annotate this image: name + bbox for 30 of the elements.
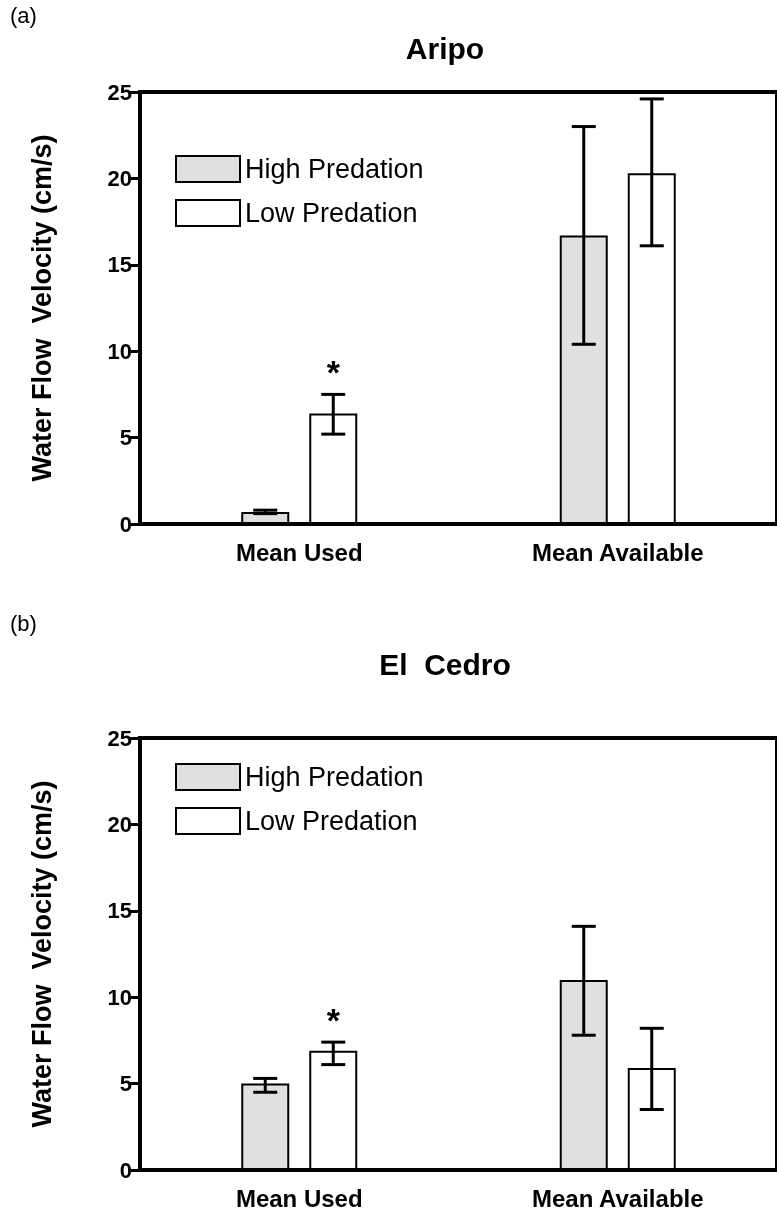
legend-label: High Predation bbox=[245, 154, 424, 184]
y-tick-label: 10 bbox=[107, 338, 132, 364]
x-tick-label: Mean Used bbox=[235, 1184, 363, 1212]
legend-label: Low Predation bbox=[245, 198, 418, 228]
x-tick-label: Mean Available bbox=[531, 1184, 704, 1212]
y-tick-label: 15 bbox=[107, 898, 132, 924]
data-label: * bbox=[326, 353, 341, 392]
legend-label: Low Predation bbox=[245, 806, 418, 836]
y-axis-title: Water Flow Velocity (cm/s) bbox=[26, 134, 57, 482]
y-tick-label: 10 bbox=[107, 984, 132, 1010]
bar bbox=[241, 1083, 290, 1170]
y-tick-label: 0 bbox=[119, 1157, 132, 1183]
y-tick-label: 15 bbox=[107, 252, 132, 278]
y-tick-label: 25 bbox=[107, 79, 132, 105]
chart-title: El Cedro bbox=[379, 647, 511, 681]
y-tick-label: 5 bbox=[119, 1071, 132, 1097]
y-tick-label: 0 bbox=[119, 511, 132, 537]
y-axis-title: Water Flow Velocity (cm/s) bbox=[26, 780, 57, 1128]
legend-label: High Predation bbox=[245, 762, 424, 792]
y-tick-label: 20 bbox=[107, 811, 132, 837]
y-tick-label: 20 bbox=[107, 165, 132, 191]
text: (b) bbox=[10, 610, 37, 636]
data-label: * bbox=[326, 1001, 341, 1040]
text: (a) bbox=[10, 2, 37, 28]
x-tick-label: Mean Used bbox=[235, 538, 363, 566]
chart-title: Aripo bbox=[405, 31, 485, 65]
y-tick-label: 25 bbox=[107, 725, 132, 751]
x-tick-label: Mean Available bbox=[531, 538, 704, 566]
y-tick-label: 5 bbox=[119, 425, 132, 451]
bar bbox=[241, 511, 290, 524]
